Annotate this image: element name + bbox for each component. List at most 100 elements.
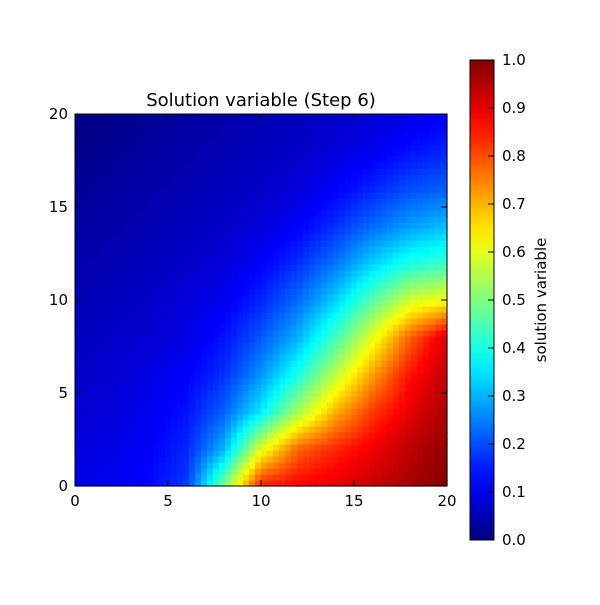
heatmap-cell [255,120,262,127]
heatmap-cell [213,294,220,301]
heatmap-cell [357,276,364,283]
heatmap-cell [321,420,328,427]
heatmap-cell [273,300,280,307]
heatmap-cell [267,366,274,373]
heatmap-cell [369,252,376,259]
heatmap-cell [351,222,358,229]
heatmap-cell [87,324,94,331]
heatmap-cell [129,180,136,187]
heatmap-cell [333,288,340,295]
heatmap-cell [201,354,208,361]
heatmap-cell [219,228,226,235]
heatmap-cell [435,246,442,253]
heatmap-cell [159,120,166,127]
heatmap-cell [363,324,370,331]
heatmap-cell [219,456,226,463]
heatmap-cell [153,336,160,343]
heatmap-cell [225,378,232,385]
heatmap-cell [429,156,436,163]
heatmap-cell [93,192,100,199]
heatmap-cell [321,438,328,445]
heatmap-cell [339,144,346,151]
heatmap-cell [429,390,436,397]
heatmap-cell [405,228,412,235]
heatmap-cell [315,276,322,283]
heatmap-cell [249,132,256,139]
heatmap-cell [387,432,394,439]
heatmap-cell [351,360,358,367]
heatmap-cell [357,216,364,223]
heatmap-cell [129,150,136,157]
heatmap-cell [327,366,334,373]
heatmap-cell [255,216,262,223]
heatmap-cell [279,126,286,133]
heatmap-cell [429,180,436,187]
heatmap-cell [243,354,250,361]
heatmap-cell [189,480,196,487]
heatmap-cell [183,480,190,487]
heatmap-cell [333,204,340,211]
heatmap-cell [279,120,286,127]
heatmap-cell [213,234,220,241]
heatmap-cell [153,444,160,451]
heatmap-cell [141,366,148,373]
heatmap-cell [105,384,112,391]
heatmap-cell [189,126,196,133]
heatmap-cell [81,462,88,469]
heatmap-cell [219,138,226,145]
heatmap-cell [243,246,250,253]
heatmap-cell [99,294,106,301]
heatmap-cell [357,114,364,121]
heatmap-cell [159,204,166,211]
heatmap-cell [225,360,232,367]
heatmap-cell [105,288,112,295]
heatmap-cell [111,402,118,409]
heatmap-cell [333,120,340,127]
heatmap-cell [123,432,130,439]
heatmap-cell [423,162,430,169]
heatmap-cell [183,246,190,253]
heatmap-cell [345,450,352,457]
heatmap-cell [189,420,196,427]
heatmap-cell [417,276,424,283]
heatmap-cell [405,156,412,163]
heatmap-cell [189,234,196,241]
heatmap-cell [267,426,274,433]
x-tick-label: 10 [251,492,270,510]
heatmap-cell [429,120,436,127]
heatmap-cell [423,402,430,409]
heatmap-cell [345,456,352,463]
heatmap-cell [279,414,286,421]
heatmap-cell [285,408,292,415]
heatmap-cell [303,282,310,289]
heatmap-cell [417,336,424,343]
heatmap-cell [333,174,340,181]
heatmap-cell [393,192,400,199]
heatmap-cell [441,480,448,487]
heatmap-cell [105,240,112,247]
heatmap-cell [201,378,208,385]
heatmap-cell [75,468,82,475]
heatmap-cell [267,252,274,259]
heatmap-cell [213,186,220,193]
heatmap-cell [321,234,328,241]
heatmap-cell [303,348,310,355]
heatmap-cell [303,402,310,409]
heatmap-cell [207,420,214,427]
heatmap-cell [279,318,286,325]
heatmap-cell [405,162,412,169]
heatmap-cell [171,228,178,235]
heatmap-cell [123,288,130,295]
heatmap-cell [201,216,208,223]
heatmap-cell [261,330,268,337]
heatmap-cell [105,132,112,139]
heatmap-cell [99,114,106,121]
heatmap-cell [393,366,400,373]
heatmap-cell [117,222,124,229]
heatmap-cell [159,420,166,427]
heatmap-cell [399,228,406,235]
heatmap-cell [237,276,244,283]
heatmap-cell [249,222,256,229]
heatmap-cell [429,426,436,433]
heatmap-cell [405,144,412,151]
